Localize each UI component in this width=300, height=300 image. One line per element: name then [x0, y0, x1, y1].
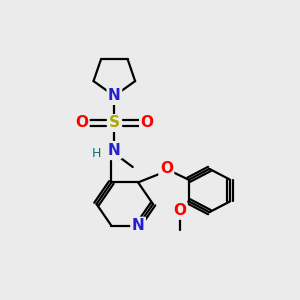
Text: H: H	[92, 147, 101, 160]
Text: O: O	[75, 116, 88, 130]
Text: N: N	[132, 218, 145, 233]
Text: O: O	[140, 116, 154, 130]
Text: N: N	[108, 88, 121, 104]
Text: S: S	[109, 116, 120, 130]
Text: O: O	[160, 161, 173, 176]
Text: N: N	[108, 142, 121, 158]
Text: O: O	[173, 203, 186, 218]
